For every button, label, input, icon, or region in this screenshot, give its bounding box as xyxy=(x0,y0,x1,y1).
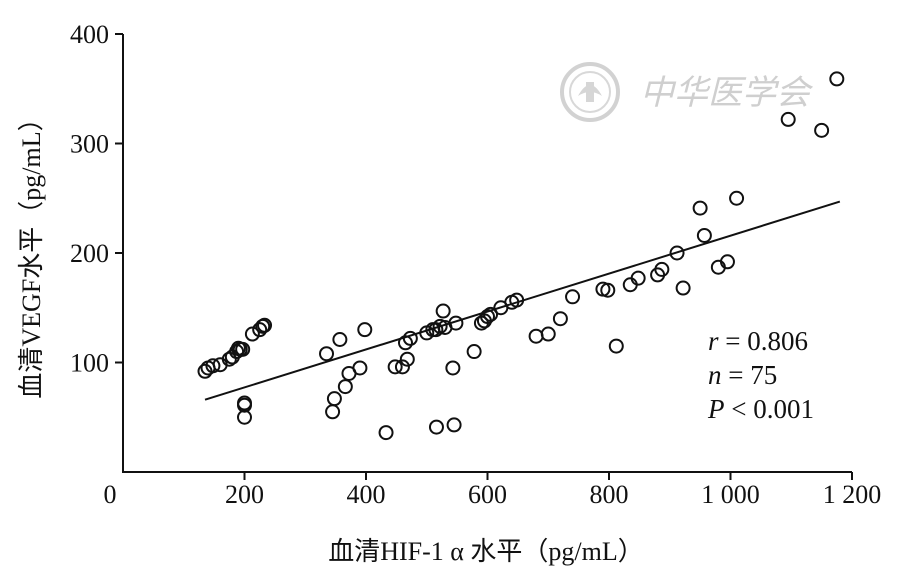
data-point xyxy=(466,344,482,360)
data-point xyxy=(696,227,712,243)
data-point xyxy=(528,328,544,344)
data-point xyxy=(378,425,394,441)
data-point xyxy=(252,322,268,338)
p-stat: P < 0.001 xyxy=(707,394,814,424)
x-tick-label: 800 xyxy=(590,480,629,509)
origin-label: 0 xyxy=(104,480,117,509)
data-point xyxy=(319,346,335,362)
data-point xyxy=(675,280,691,296)
data-point xyxy=(357,322,373,338)
watermark-seal-icon xyxy=(560,62,620,122)
y-axis-title: 血清VEGF水平（pg/mL） xyxy=(17,105,46,398)
x-tick-label: 1 000 xyxy=(701,480,760,509)
watermark-text: 中华医学会 xyxy=(640,73,814,113)
p-value: < 0.001 xyxy=(725,394,814,424)
data-point xyxy=(480,309,495,325)
data-point xyxy=(829,71,845,87)
n-value: = 75 xyxy=(722,360,778,390)
data-point xyxy=(337,379,353,395)
data-point xyxy=(669,245,685,261)
data-point xyxy=(630,270,646,286)
data-point xyxy=(387,359,403,375)
data-point xyxy=(325,404,341,420)
x-tick-label: 200 xyxy=(225,480,264,509)
data-point xyxy=(352,360,368,376)
data-point xyxy=(608,338,624,354)
data-point xyxy=(244,326,260,342)
x-tick-label: 1 200 xyxy=(823,480,882,509)
data-point xyxy=(428,419,444,435)
r-stat: r = 0.806 xyxy=(708,326,808,356)
n-symbol: n xyxy=(708,360,722,390)
data-point xyxy=(394,359,410,375)
data-point xyxy=(719,254,735,270)
p-symbol: P xyxy=(707,394,725,424)
data-point xyxy=(692,200,708,216)
data-point xyxy=(435,303,451,319)
data-point xyxy=(780,111,796,127)
y-tick-label: 300 xyxy=(70,130,109,159)
data-point xyxy=(565,289,581,305)
data-point xyxy=(237,409,252,425)
x-axis-title: 血清HIF-1 α 水平（pg/mL） xyxy=(328,537,644,566)
y-ticks: 100 200 300 400 xyxy=(70,20,123,378)
n-stat: n = 75 xyxy=(708,360,777,390)
stats-annotation: r = 0.806 n = 75 P < 0.001 xyxy=(707,326,814,424)
data-point xyxy=(235,341,251,357)
data-point xyxy=(205,358,221,374)
data-point xyxy=(654,261,670,277)
data-point xyxy=(446,417,462,433)
r-value: = 0.806 xyxy=(719,326,808,356)
x-ticks: 200 400 600 800 1 000 1 200 xyxy=(225,472,881,509)
data-point xyxy=(448,315,464,331)
data-point xyxy=(445,360,461,376)
y-tick-label: 100 xyxy=(70,349,109,378)
data-point xyxy=(402,330,418,346)
data-point xyxy=(814,122,830,138)
data-point xyxy=(428,322,444,338)
data-point xyxy=(326,391,342,407)
data-point xyxy=(399,351,415,367)
data-point xyxy=(483,306,499,322)
y-tick-label: 400 xyxy=(70,20,109,49)
x-tick-label: 600 xyxy=(468,480,507,509)
x-tick-label: 400 xyxy=(347,480,386,509)
data-point xyxy=(257,317,273,333)
data-point xyxy=(332,332,348,348)
data-point xyxy=(397,335,413,351)
data-point xyxy=(600,282,616,298)
data-point xyxy=(552,311,568,327)
data-point xyxy=(729,190,745,206)
y-tick-label: 200 xyxy=(70,239,109,268)
data-point xyxy=(509,292,525,308)
data-points xyxy=(197,71,845,441)
data-point xyxy=(540,326,556,342)
r-symbol: r xyxy=(708,326,719,356)
